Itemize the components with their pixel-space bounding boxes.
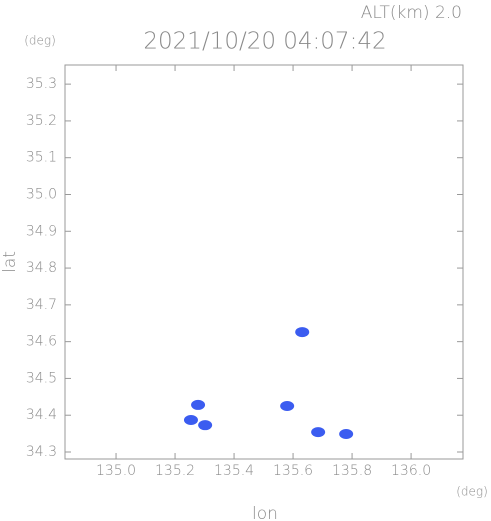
echo-cell [295, 327, 310, 338]
x-tick-label: 135.4 [214, 463, 254, 479]
y-tick-label: 34.4 [26, 407, 57, 423]
y-tick-label: 34.8 [26, 260, 57, 276]
x-label: lon [252, 504, 278, 521]
y-tick-label: 35.0 [26, 186, 57, 202]
x-tick-label: 135.0 [96, 463, 136, 479]
y-label: lat [0, 251, 20, 273]
y-tick-label: 34.7 [26, 297, 57, 313]
x-tick-label: 135.2 [155, 463, 195, 479]
echo-cell [311, 427, 326, 438]
y-tick-label: 34.6 [26, 334, 57, 350]
y-tick-label: 34.3 [26, 444, 57, 460]
echo-cell [339, 428, 354, 439]
y-tick-label: 35.2 [26, 113, 57, 129]
altitude: ALT(km) 2.0 [361, 3, 462, 23]
y-tick-label: 35.1 [26, 150, 57, 166]
echo-cell [280, 401, 295, 412]
echo-cell [198, 420, 213, 431]
y-tick-label: 34.5 [26, 370, 57, 386]
x-tick-label: 136.0 [391, 463, 431, 479]
chart-title: 2021/10/20 04:07:42 [143, 29, 386, 55]
y-tick-label: 35.3 [26, 76, 57, 92]
y-unit: (deg) [24, 34, 56, 48]
x-tick-label: 135.6 [273, 463, 313, 479]
x-tick-label: 135.8 [332, 463, 372, 479]
y-tick-label: 34.9 [26, 223, 57, 239]
echo-cell [183, 415, 198, 426]
x-unit: (deg) [456, 485, 488, 499]
echo-cell [191, 399, 206, 410]
plot-frame [64, 64, 464, 460]
